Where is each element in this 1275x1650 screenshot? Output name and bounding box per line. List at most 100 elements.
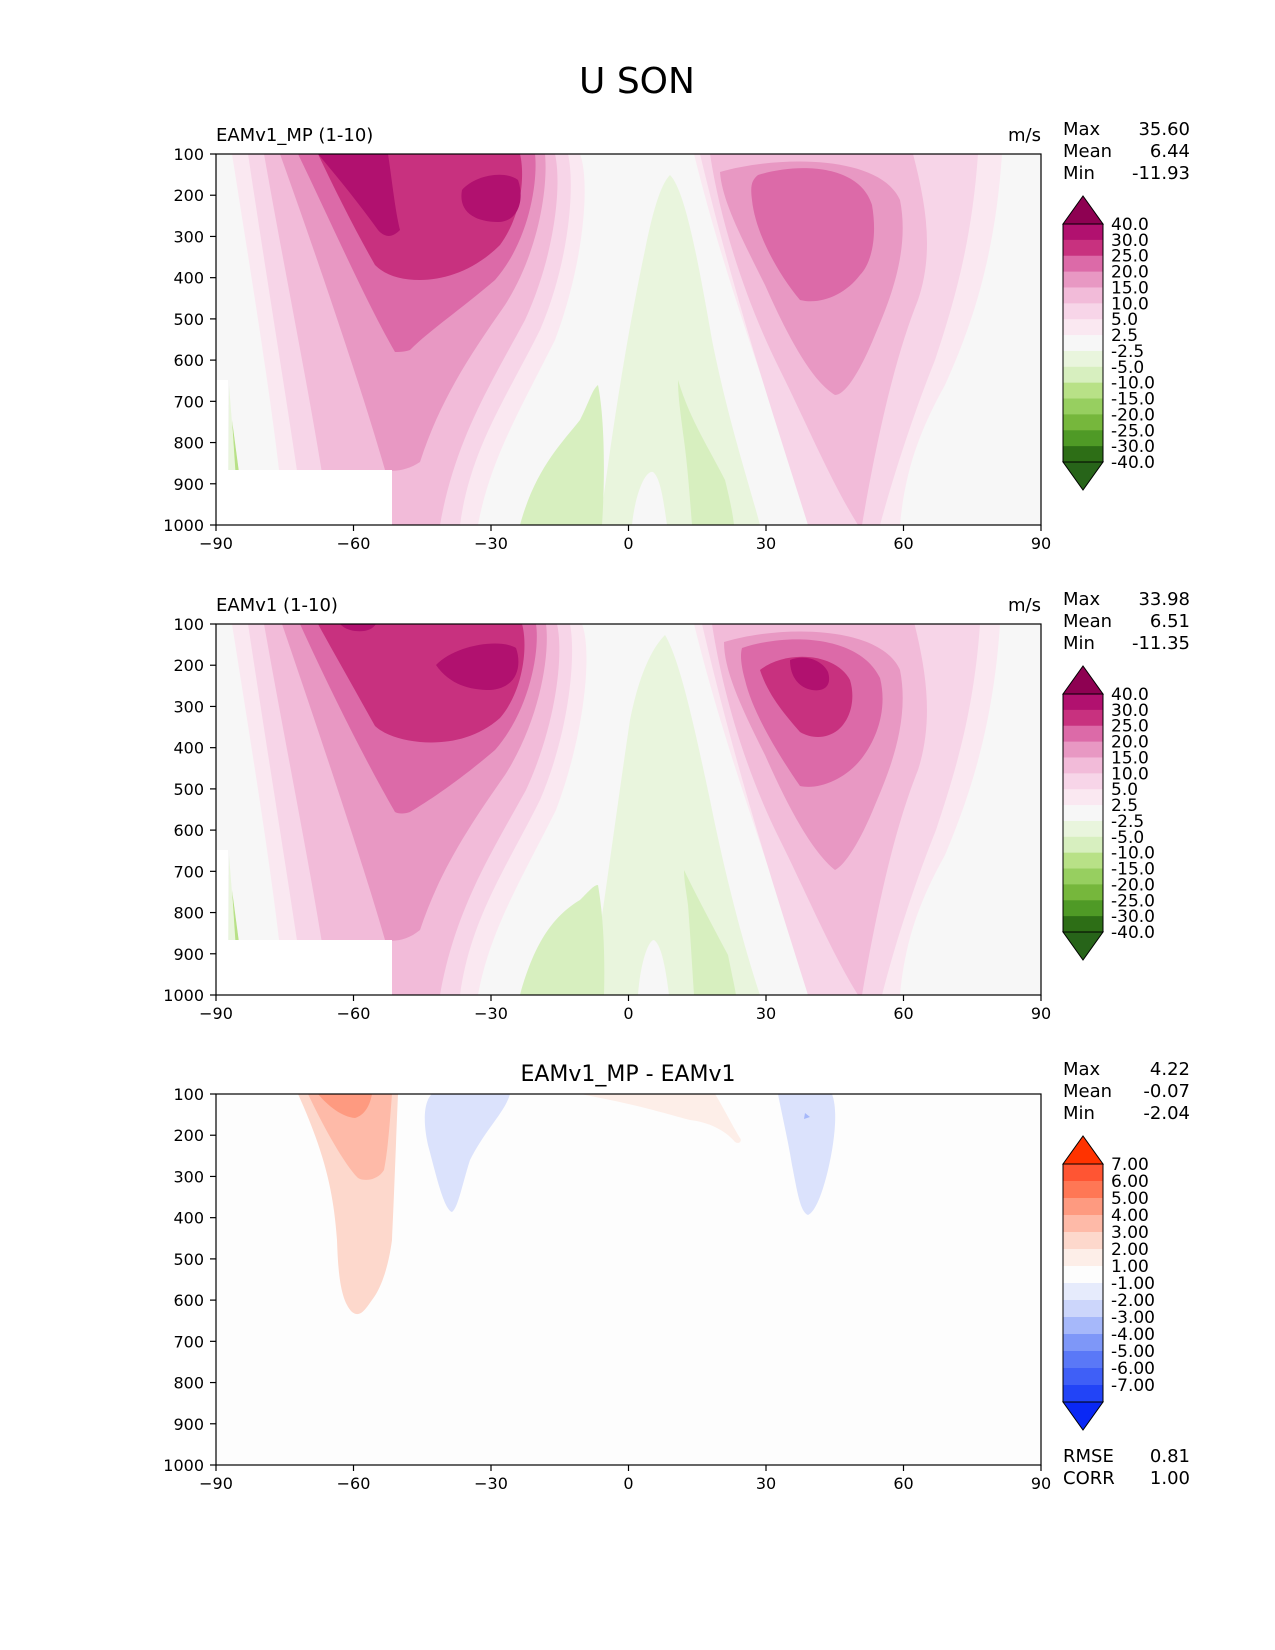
colorbar-swatch [1063, 1249, 1103, 1267]
colorbar-swatch [1063, 255, 1103, 273]
colorbar-frame [1062, 1163, 1104, 1403]
figure-title: U SON [579, 61, 695, 102]
missing-edge [216, 380, 228, 525]
y-tick-label: 300 [173, 697, 204, 716]
stat-label-mean: Mean [1063, 611, 1112, 632]
y-axis: 100 200 300 400 500 600 700 800 900 1000 [163, 1085, 216, 1475]
x-axis: −90 −60 −30 0 30 60 90 [199, 525, 1051, 553]
colorbar-swatch [1063, 1385, 1103, 1403]
y-tick-label: 800 [173, 1374, 204, 1393]
stat-label-max: Max [1063, 1059, 1101, 1080]
x-tick-label: 30 [756, 534, 776, 553]
contour-field [216, 1094, 1041, 1465]
stats-block: Max 4.22 Mean -0.07 Min -2.04 [1063, 1059, 1190, 1124]
colorbar-label: 40.0 [1111, 215, 1149, 235]
stat-label-mean: Mean [1063, 141, 1112, 162]
x-tick-label: 30 [756, 1474, 776, 1493]
colorbar-label: 5.0 [1111, 310, 1138, 330]
panel-title: EAMv1_MP - EAMv1 [520, 1062, 735, 1087]
stat-label-max: Max [1063, 119, 1101, 140]
colorbar-label: -2.5 [1111, 812, 1144, 832]
nh-jet-20 [751, 168, 875, 302]
missing-region [216, 470, 392, 525]
y-tick-label: 1000 [163, 986, 204, 1005]
y-tick-label: 400 [173, 269, 204, 288]
easterly-core-left [520, 885, 605, 995]
y-tick-label: 800 [173, 904, 204, 923]
y-tick-label: 500 [173, 1250, 204, 1269]
colorbar-swatch [1063, 900, 1103, 917]
y-tick-label: 500 [173, 310, 204, 329]
colorbar-swatch [1063, 239, 1103, 257]
panel-title: EAMv1_MP (1-10) [216, 125, 373, 146]
sh-negative [424, 1094, 510, 1212]
colorbar-extend-max [1062, 1135, 1104, 1165]
easterly-band [600, 175, 760, 525]
x-tick-label: −30 [474, 1474, 508, 1493]
colorbar-label: 2.5 [1111, 326, 1138, 346]
colorbar: 7.006.005.004.003.002.001.00-1.00-2.00-3… [1062, 1135, 1155, 1431]
colorbar: 40.030.025.020.015.010.05.02.5-2.5-5.0-1… [1062, 195, 1155, 491]
polar-easterly-core [232, 420, 240, 480]
colorbar-label: -2.5 [1111, 342, 1144, 362]
colorbar-label: -15.0 [1111, 860, 1155, 880]
colorbar-extend-max [1062, 195, 1104, 225]
y-tick-label: 500 [173, 780, 204, 799]
stat-label-min: Min [1063, 633, 1095, 654]
colorbar-swatch [1063, 741, 1103, 758]
colorbar-swatch [1063, 271, 1103, 288]
stat-value-mean: 6.51 [1150, 611, 1190, 632]
colorbar-label: -5.0 [1111, 358, 1144, 378]
colorbar-label: -1.00 [1111, 1274, 1155, 1294]
y-tick-label: 300 [173, 227, 204, 246]
panel-1: EAMv1_MP (1-10) m/s 10020030040050060070… [163, 119, 1190, 553]
easterly-core-left [520, 385, 604, 525]
x-tick-label: −90 [199, 1474, 233, 1493]
colorbar-swatch [1063, 805, 1103, 822]
colorbar-swatch [1063, 224, 1103, 241]
x-tick-label: 30 [756, 1004, 776, 1023]
colorbar-swatch [1063, 1181, 1103, 1199]
x-axis: −90 −60 −30 0 30 60 90 [199, 1465, 1051, 1493]
stat-label-min: Min [1063, 163, 1095, 184]
colorbar-label: -10.0 [1111, 374, 1155, 394]
stats-block: Max 33.98 Mean 6.51 Min -11.35 [1063, 589, 1190, 654]
colorbar-label: 5.00 [1111, 1189, 1149, 1209]
colorbar-label: 2.00 [1111, 1240, 1149, 1260]
colorbar-frame [1062, 693, 1104, 933]
nh-negative [778, 1094, 836, 1215]
colorbar-swatch [1063, 382, 1103, 400]
colorbar-label: 15.0 [1111, 748, 1149, 768]
colorbar-swatch [1063, 1317, 1103, 1335]
panel-2: EAMv1 (1-10) m/s 10020030040050060070080… [163, 589, 1190, 1023]
x-tick-label: 60 [893, 1474, 913, 1493]
y-tick-label: 700 [173, 862, 204, 881]
colorbar-label: 4.00 [1111, 1206, 1149, 1226]
colorbar-label: -5.0 [1111, 828, 1144, 848]
sh-jet-30 [436, 643, 519, 690]
colorbar-label: 6.00 [1111, 1172, 1149, 1192]
colorbar-swatch [1063, 1334, 1103, 1352]
colorbar-label: -6.00 [1111, 1359, 1155, 1379]
y-tick-label: 1000 [163, 1456, 204, 1475]
y-tick-label: 900 [173, 945, 204, 964]
colorbar-swatch [1063, 709, 1103, 727]
colorbar-swatch [1063, 335, 1103, 352]
sh-jet-upper [340, 624, 376, 632]
colorbar-extend-min [1062, 1401, 1104, 1431]
nh-jet-25 [760, 656, 853, 737]
x-tick-label: 60 [893, 1004, 913, 1023]
y-tick-label: 100 [173, 615, 204, 634]
colorbar-swatch [1063, 1368, 1103, 1386]
colorbar-label: -2.00 [1111, 1291, 1155, 1311]
x-tick-label: −30 [474, 534, 508, 553]
stat-label-max: Max [1063, 589, 1101, 610]
colorbar-swatch [1063, 446, 1103, 463]
colorbar-swatch [1063, 398, 1103, 415]
colorbar-frame [1062, 223, 1104, 463]
colorbar-label: 30.0 [1111, 231, 1149, 251]
y-tick-label: 900 [173, 475, 204, 494]
easterly-core-right [684, 870, 736, 995]
y-tick-label: 200 [173, 1126, 204, 1145]
